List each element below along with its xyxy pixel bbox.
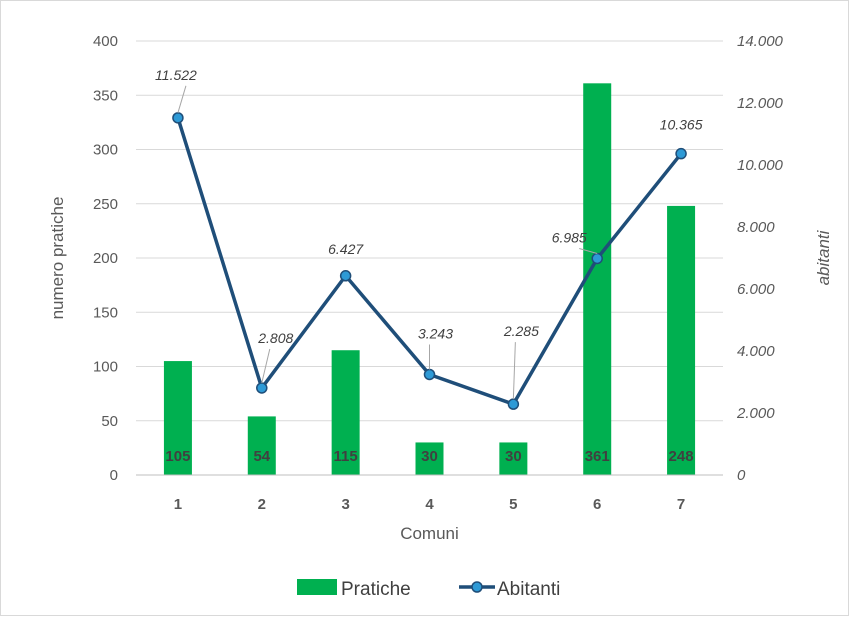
x-tick-label: 1 [174,496,182,513]
y-tick-label: 200 [93,250,118,267]
gridlines [136,40,723,422]
leader-line [177,85,187,113]
bar [499,442,528,475]
y-tick-label: 100 [93,359,118,376]
bar [331,350,360,475]
legend: Pratiche Abitanti [297,579,560,600]
x-tick-label: 7 [677,496,685,513]
leader-line [512,342,516,400]
line-value-label: 6.985 [552,229,587,245]
line-marker [339,270,352,282]
x-tick-label: 4 [425,496,434,513]
line-value-label: 6.427 [328,241,364,257]
leader-line [261,348,271,384]
y2-tick-label: 0 [737,467,746,484]
legend-swatch-pratiche [297,579,337,595]
bar-value-label: 30 [505,448,522,465]
y2-axis-title: abitanti [814,229,833,285]
y-tick-label: 0 [110,467,118,484]
line-value-label: 10.365 [660,117,703,133]
data-labels: 105 54 115 30 30 361 248 11.522 2.808 6.427 3.243 2… [155,67,703,465]
y2-tick-label: 2.000 [736,405,775,422]
x-tick-label: 2 [258,496,266,513]
bar-value-label: 105 [165,448,190,465]
x-axis-title: Comuni [400,524,459,543]
line-marker [256,382,268,394]
x-tick-label: 6 [593,496,601,513]
line-marker [172,112,184,124]
leader-line [579,247,598,254]
bar [583,83,612,475]
y-tick-label: 300 [93,142,118,159]
line-value-label: 11.522 [155,67,197,83]
bar-value-label: 248 [669,448,694,465]
y2-tick-label: 6.000 [737,281,775,298]
bar-value-label: 54 [253,448,270,465]
y2-tick-label: 4.000 [737,343,775,360]
y2-tick-label: 10.000 [737,157,784,174]
legend-label-pratiche: Pratiche [341,579,411,600]
y-tick-label: 150 [93,304,118,321]
axes: 0 50 100 150 200 250 300 350 400 0 2.000 4.000 6.000… [93,33,784,513]
line-series [172,112,687,410]
y-tick-label: 50 [101,413,118,430]
x-tick-label: 5 [509,496,517,513]
y-axis-title: numero pratiche [48,197,67,320]
bar-value-label: 115 [334,448,358,465]
bar-value-label: 361 [585,448,610,465]
y-tick-label: 250 [93,196,118,213]
y-tick-label: 400 [93,33,118,50]
x-tick-label: 3 [341,496,349,513]
bar [415,442,444,475]
line-marker [423,368,436,381]
bar-value-label: 30 [421,448,438,465]
bar [667,205,696,476]
line-marker [675,147,687,160]
legend-swatch-abitanti-marker [471,581,483,593]
y-tick-label: 350 [93,87,118,104]
line-value-label: 2.285 [503,323,539,339]
y2-tick-label: 14.000 [737,33,784,50]
bar [163,361,192,475]
bar [247,416,276,475]
legend-label-abitanti: Abitanti [497,579,560,600]
y2-tick-label: 8.000 [737,219,775,236]
line-value-label: 2.808 [257,330,293,346]
line-marker [591,252,603,265]
bars [163,83,696,476]
y2-tick-label: 12.000 [737,95,784,112]
line-marker [507,398,520,410]
line-value-label: 3.243 [418,325,453,341]
